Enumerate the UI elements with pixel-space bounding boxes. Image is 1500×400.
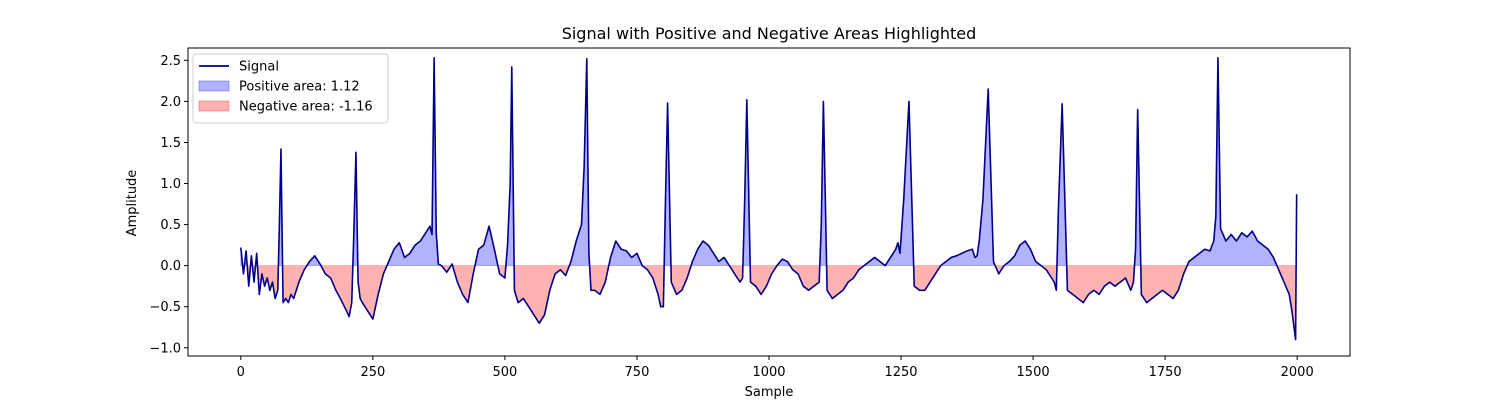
legend-positive-swatch bbox=[198, 80, 230, 92]
x-tick-label: 0 bbox=[237, 365, 245, 380]
x-tick-label: 2000 bbox=[1281, 365, 1314, 380]
y-tick-label: 2.5 bbox=[160, 54, 181, 69]
y-tick-label: 0.0 bbox=[160, 259, 181, 274]
x-axis: 0 250 500 750 1000 1250 1500 1750 2000 bbox=[237, 356, 1314, 380]
x-tick-label: 250 bbox=[360, 365, 385, 380]
signal-line-group bbox=[240, 57, 1298, 341]
legend-label: Signal bbox=[239, 60, 279, 75]
y-tick-label: −1.0 bbox=[149, 341, 181, 356]
x-tick-label: 500 bbox=[492, 365, 517, 380]
legend-label: Positive area: 1.12 bbox=[239, 80, 360, 95]
y-tick-label: 1.5 bbox=[160, 136, 181, 151]
signal-line bbox=[240, 57, 1298, 341]
x-tick-label: 1500 bbox=[1017, 365, 1050, 380]
x-tick-label: 1250 bbox=[884, 365, 917, 380]
legend-negative-swatch bbox=[198, 100, 230, 112]
x-tick-label: 1000 bbox=[752, 365, 785, 380]
y-tick-label: −0.5 bbox=[149, 300, 181, 315]
legend: Signal Positive area: 1.12 Negative area: … bbox=[192, 53, 389, 124]
y-axis-title: Amplitude bbox=[125, 170, 140, 237]
x-tick-label: 750 bbox=[625, 365, 650, 380]
legend-label: Negative area: -1.16 bbox=[239, 100, 373, 115]
y-tick-label: 1.0 bbox=[160, 177, 181, 192]
chart-title: Signal with Positive and Negative Areas … bbox=[562, 24, 977, 43]
x-tick-label: 1750 bbox=[1149, 365, 1182, 380]
y-axis: −1.0 −0.5 0.0 0.5 1.0 1.5 2.0 2.5 bbox=[149, 54, 188, 356]
legend-box bbox=[192, 53, 389, 124]
y-tick-label: 0.5 bbox=[160, 218, 181, 233]
y-tick-label: 2.0 bbox=[160, 95, 181, 110]
x-axis-title: Sample bbox=[745, 385, 794, 400]
